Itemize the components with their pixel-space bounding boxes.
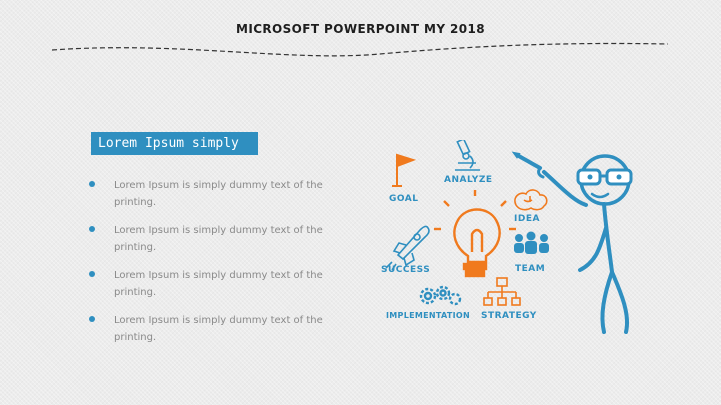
bullet-dot bbox=[89, 226, 95, 232]
org-chart-icon bbox=[483, 277, 521, 306]
bullet-text: Lorem Ipsum is simply dummy text of the … bbox=[114, 180, 323, 208]
team-icon bbox=[514, 231, 549, 254]
bullet-dot bbox=[89, 271, 95, 277]
label-team: TEAM bbox=[515, 264, 545, 274]
bullet-dot bbox=[89, 316, 95, 322]
rocket-icon bbox=[385, 225, 430, 271]
label-strategy: STRATEGY bbox=[481, 311, 537, 321]
bullet-list: Lorem Ipsum is simply dummy text of the … bbox=[89, 177, 339, 357]
gears-icon bbox=[419, 285, 462, 306]
brain-icon bbox=[514, 189, 548, 211]
microscope-icon bbox=[455, 140, 480, 171]
bullet-text: Lorem Ipsum is simply dummy text of the … bbox=[114, 225, 323, 253]
flag-icon bbox=[392, 153, 417, 187]
label-implementation: IMPLEMENTATION bbox=[386, 311, 470, 320]
lightbulb-icon bbox=[434, 190, 516, 278]
stick-figure-icon bbox=[511, 151, 633, 334]
label-analyze: ANALYZE bbox=[444, 175, 493, 185]
label-success: SUCCESS bbox=[381, 265, 430, 275]
dashed-divider bbox=[51, 42, 669, 57]
list-item: Lorem Ipsum is simply dummy text of the … bbox=[89, 177, 339, 222]
label-idea: IDEA bbox=[514, 214, 540, 224]
list-item: Lorem Ipsum is simply dummy text of the … bbox=[89, 312, 339, 357]
label-goal: GOAL bbox=[389, 194, 419, 204]
list-item: Lorem Ipsum is simply dummy text of the … bbox=[89, 222, 339, 267]
bullet-text: Lorem Ipsum is simply dummy text of the … bbox=[114, 270, 323, 298]
bullet-text: Lorem Ipsum is simply dummy text of the … bbox=[114, 315, 323, 343]
list-item: Lorem Ipsum is simply dummy text of the … bbox=[89, 267, 339, 312]
business-doodle-illustration: GOAL ANALYZE IDEA SUCCESS T bbox=[381, 140, 633, 334]
section-heading: Lorem Ipsum simply bbox=[91, 132, 258, 155]
slide-title: MICROSOFT POWERPOINT MY 2018 bbox=[235, 22, 485, 36]
bullet-dot bbox=[89, 181, 95, 187]
